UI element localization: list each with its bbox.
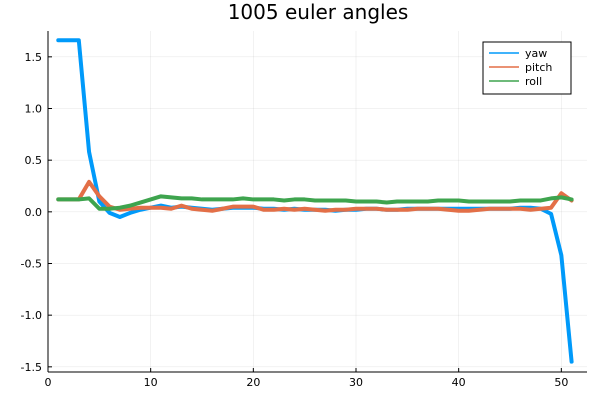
y-tick-label: -1.0 [21,309,42,322]
x-tick-label: 30 [349,376,363,389]
y-tick-label: 0.5 [25,154,43,167]
y-tick-label: 1.5 [25,51,43,64]
x-tick-label: 50 [554,376,568,389]
y-tick-label: -1.5 [21,361,42,374]
y-tick-label: 0.0 [25,206,43,219]
series-line-roll [56,194,574,211]
y-tick-label: -0.5 [21,258,42,271]
legend-label-yaw: yaw [525,47,547,60]
series-lines [56,38,574,364]
legend-label-roll: roll [525,75,542,88]
x-tick-label: 40 [452,376,466,389]
chart-title: 1005 euler angles [228,0,409,24]
x-tick-label: 20 [246,376,260,389]
series-line-pitch [56,179,574,213]
legend-label-pitch: pitch [525,61,552,74]
x-tick-label: 10 [144,376,158,389]
y-tick-label: 1.0 [25,103,43,116]
legend-box [482,41,572,95]
tick-labels: 0 10 20 30 40 50 -1.5 -1.0 -0.5 0.0 0.5 1.0 1.5 [21,51,569,389]
axes [47,31,587,373]
x-tick-label: 0 [45,376,52,389]
